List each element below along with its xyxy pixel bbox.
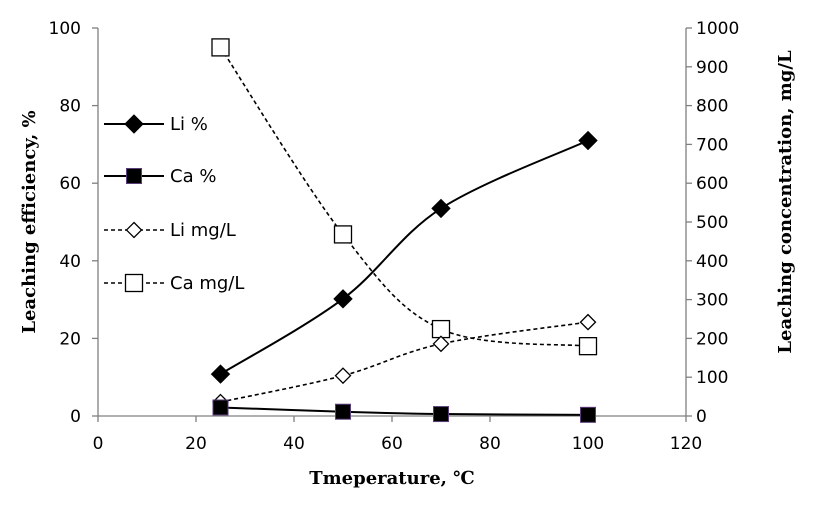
x-tick-label: 80 [479, 434, 501, 454]
y-tick-label: 60 [59, 174, 81, 194]
data-point [433, 406, 449, 423]
series-line [219, 139, 589, 375]
x-tick-label: 100 [572, 434, 604, 454]
x-tick-label: 60 [381, 434, 403, 454]
legend-label: Ca % [170, 166, 216, 187]
y-tick-label: 80 [59, 97, 81, 117]
y2-tick-label: 200 [696, 329, 728, 349]
series-1 [212, 399, 596, 423]
y2-tick-label: 0 [696, 407, 707, 427]
data-point [210, 364, 231, 384]
series-layer [210, 38, 598, 423]
x-tick-label: 40 [283, 434, 305, 454]
x-tick-label: 20 [185, 434, 207, 454]
y2-tick-label: 300 [696, 291, 728, 311]
y2-tick-label: 500 [696, 213, 728, 233]
legend-label: Li mg/L [170, 220, 236, 241]
y2-tick-label: 100 [696, 368, 728, 388]
data-point [333, 225, 353, 244]
legend-item: Ca mg/L [104, 273, 244, 294]
series-2 [212, 313, 597, 411]
data-point [333, 289, 353, 309]
x-axis-title: Tmeperature, ℃ [309, 468, 475, 489]
y2-tick-label: 900 [696, 58, 728, 78]
data-point [578, 337, 598, 356]
data-point [212, 399, 229, 416]
legend-marker [125, 221, 143, 239]
data-point [431, 198, 451, 219]
legend-item: Li % [104, 114, 208, 135]
y-tick-label: 20 [59, 329, 81, 349]
data-point [578, 130, 598, 151]
legend: Li % Ca % Li mg/L Ca mg/L [104, 114, 244, 294]
data-point [211, 38, 230, 57]
series-line [220, 406, 589, 416]
data-point [432, 335, 450, 353]
y-tick-label: 40 [59, 252, 81, 272]
legend-item: Ca % [104, 166, 216, 187]
data-point [579, 313, 597, 331]
series-3 [211, 38, 598, 356]
y2-tick-label: 1000 [696, 19, 739, 39]
y2-axis-title: Leaching concentration, mg/L [775, 50, 796, 354]
data-point [335, 403, 351, 420]
data-point [580, 406, 596, 423]
y2-tick-label: 400 [696, 252, 728, 272]
series-line [219, 46, 589, 347]
axes: 0 20 40 60 80 100 1200204060801000100200300400… [49, 19, 740, 454]
data-point [431, 319, 451, 339]
x-tick-label: 120 [670, 434, 702, 454]
legend-marker [126, 168, 142, 184]
legend-label: Li % [170, 114, 208, 135]
y2-tick-label: 600 [696, 174, 728, 194]
legend-marker [124, 273, 144, 293]
series-0 [210, 130, 598, 384]
series-line [220, 321, 589, 403]
legend-item: Li mg/L [104, 220, 236, 241]
y-tick-label: 0 [70, 407, 81, 427]
legend-marker [124, 114, 144, 134]
y-tick-label: 100 [49, 19, 81, 39]
y-axis-title: Leaching efficiency, % [19, 110, 40, 333]
data-point [334, 367, 352, 385]
legend-label: Ca mg/L [170, 273, 244, 294]
x-tick-label: 0 [93, 434, 104, 454]
y2-tick-label: 800 [696, 97, 728, 117]
y2-tick-label: 700 [696, 135, 728, 155]
